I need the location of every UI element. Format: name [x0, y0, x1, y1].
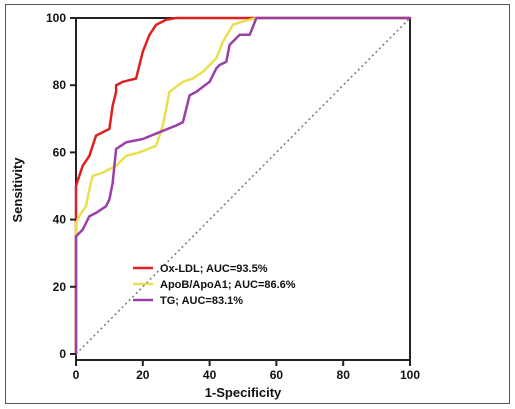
x-tick-label: 20 — [136, 368, 150, 382]
x-tick-label: 40 — [203, 368, 217, 382]
y-tick-label: 40 — [53, 213, 67, 227]
y-tick-label: 80 — [53, 78, 67, 92]
series-layer — [74, 16, 412, 356]
legend-label-3: TG; AUC=83.1% — [160, 295, 243, 307]
reference-diagonal-line — [75, 17, 411, 355]
x-tick-label: 60 — [270, 368, 284, 382]
ticks-layer: 0 20 40 60 80 100 0 20 40 60 80 100 — [46, 11, 420, 382]
reference-layer — [75, 17, 411, 355]
x-axis-title: 1-Specificity — [205, 385, 282, 400]
y-tick-label: 100 — [46, 11, 66, 25]
y-tick-label: 60 — [53, 145, 67, 159]
legend-label-2: ApoB/ApoA1; AUC=86.6% — [160, 279, 296, 291]
y-tick-label: 20 — [53, 280, 67, 294]
x-tick-label: 80 — [337, 368, 351, 382]
legend: Ox-LDL; AUC=93.5% ApoB/ApoA1; AUC=86.6% TG… — [133, 263, 296, 307]
outer-border — [5, 4, 510, 404]
x-tick-label: 100 — [400, 368, 420, 382]
series-line-1 — [74, 16, 412, 356]
y-axis-title: Sensitivity — [10, 157, 25, 223]
x-tick-label: 0 — [73, 368, 80, 382]
y-tick-label: 0 — [59, 347, 66, 361]
series-line-2 — [74, 16, 412, 356]
series-line-3 — [74, 16, 412, 356]
legend-label-1: Ox-LDL; AUC=93.5% — [160, 263, 268, 275]
